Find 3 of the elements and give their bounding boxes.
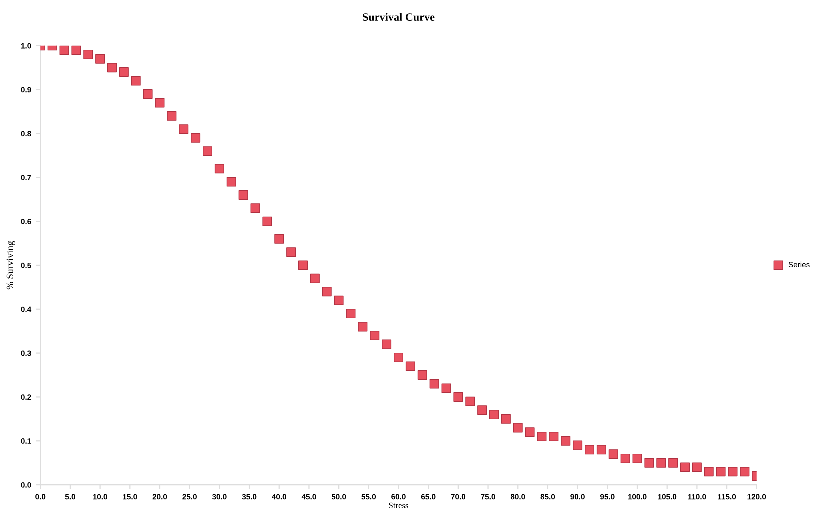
x-axis-title: Stress — [389, 502, 408, 508]
chart-title: Survival Curve — [363, 13, 435, 22]
y-axis-title: % Surviving — [6, 241, 16, 290]
